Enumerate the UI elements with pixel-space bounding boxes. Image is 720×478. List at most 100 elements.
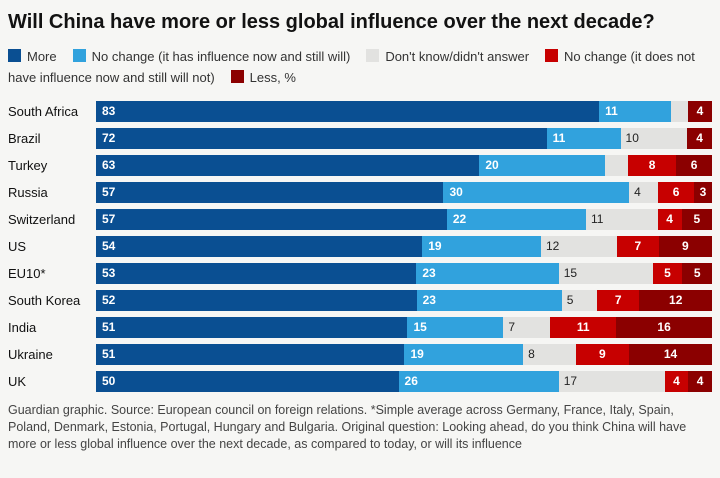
bar-segment-less: 5 bbox=[682, 262, 712, 284]
segment-value: 7 bbox=[634, 239, 642, 254]
bar-segment-not: 5 bbox=[652, 262, 683, 284]
country-label: Russia bbox=[8, 184, 48, 200]
legend-item-less: Less, % bbox=[230, 70, 296, 86]
segment-value: 7 bbox=[614, 293, 622, 308]
bar-segment-less: 4 bbox=[688, 100, 712, 122]
bar-segment-dk: 7 bbox=[503, 316, 551, 338]
legend-swatch-not bbox=[545, 49, 559, 62]
bar-segment-more: 83 bbox=[96, 100, 600, 122]
legend-item-not: No change (it does not have influence no… bbox=[8, 49, 695, 85]
segment-value: 17 bbox=[563, 374, 578, 389]
stacked-bar: 50 26 17 4 4 bbox=[96, 370, 712, 392]
legend-label: Less, % bbox=[249, 70, 296, 86]
segment-value: 11 bbox=[576, 320, 590, 335]
bar-segment-dk: 4 bbox=[629, 181, 659, 203]
bar-segment-will: 30 bbox=[443, 181, 630, 203]
legend-item-dk: Don't know/didn't answer bbox=[366, 49, 529, 64]
segment-value: 63 bbox=[102, 158, 116, 173]
segment-value: 8 bbox=[648, 158, 656, 173]
bar-segment-less: 6 bbox=[676, 154, 712, 176]
bar-segment-not: 8 bbox=[628, 154, 677, 176]
bar-segment-less: 5 bbox=[681, 208, 712, 230]
stacked-bar: 63 20 8 6 bbox=[96, 154, 712, 176]
stacked-bar: 83 11 4 bbox=[96, 100, 712, 122]
bar-segment-more: 50 bbox=[96, 370, 399, 392]
segment-value: 5 bbox=[693, 266, 701, 281]
segment-value: 20 bbox=[485, 158, 499, 173]
bar-segment-will: 19 bbox=[404, 343, 524, 365]
segment-value: 26 bbox=[404, 374, 418, 389]
segment-value: 12 bbox=[669, 293, 683, 308]
legend-swatch-more bbox=[8, 49, 21, 62]
country-label: South Korea bbox=[8, 292, 81, 308]
chart-row: Switzerland 57 22 11 4 5 bbox=[8, 208, 712, 230]
segment-value: 4 bbox=[634, 185, 641, 200]
chart-row: India 51 15 7 11 16 bbox=[8, 316, 712, 338]
bar-segment-will: 11 bbox=[546, 127, 621, 149]
segment-value: 3 bbox=[699, 185, 707, 200]
segment-value: 6 bbox=[672, 185, 680, 200]
bar-segment-more: 63 bbox=[96, 154, 480, 176]
segment-value: 12 bbox=[545, 239, 560, 254]
bar-segment-less: 4 bbox=[687, 127, 712, 149]
bar-segment-will: 11 bbox=[599, 100, 672, 122]
stacked-bar: 51 15 7 11 16 bbox=[96, 316, 712, 338]
stacked-bar: 57 30 4 6 3 bbox=[96, 181, 712, 203]
segment-value: 53 bbox=[102, 266, 116, 281]
country-label: Switzerland bbox=[8, 211, 76, 227]
chart-row: EU10* 53 23 15 5 5 bbox=[8, 262, 712, 284]
bar-segment-not: 9 bbox=[575, 343, 629, 365]
bar-segment-more: 51 bbox=[96, 343, 405, 365]
country-label: US bbox=[8, 238, 27, 254]
bar-segment-will: 23 bbox=[416, 262, 559, 284]
bar-segment-not: 7 bbox=[597, 289, 640, 311]
chart-row: Brazil 72 11 10 4 bbox=[8, 127, 712, 149]
bar-segment-dk: 12 bbox=[540, 235, 618, 257]
bar-segment-not: 11 bbox=[550, 316, 617, 338]
bar-segment-will: 20 bbox=[479, 154, 606, 176]
stacked-bar: 72 11 10 4 bbox=[96, 127, 712, 149]
bar-segment-dk bbox=[605, 154, 629, 176]
country-label: India bbox=[8, 319, 37, 335]
country-label: Brazil bbox=[8, 130, 41, 146]
segment-value: 11 bbox=[552, 131, 566, 146]
bar-segment-dk: 10 bbox=[620, 127, 688, 149]
bar-segment-not: 7 bbox=[617, 235, 659, 257]
segment-value: 7 bbox=[508, 320, 516, 335]
bar-segment-less: 12 bbox=[639, 289, 712, 311]
segment-value: 15 bbox=[413, 320, 427, 335]
country-label: South Africa bbox=[8, 103, 79, 119]
bar-segment-not: 4 bbox=[657, 208, 682, 230]
legend-label: Don't know/didn't answer bbox=[385, 49, 530, 64]
country-label: UK bbox=[8, 373, 27, 389]
stacked-bar: 52 23 5 7 12 bbox=[96, 289, 712, 311]
legend-swatch-less bbox=[230, 70, 244, 84]
segment-value: 51 bbox=[102, 347, 116, 362]
segment-value: 51 bbox=[102, 320, 116, 335]
chart-row: UK 50 26 17 4 4 bbox=[8, 370, 712, 392]
bar-segment-dk: 5 bbox=[561, 289, 598, 311]
stacked-bar: 51 19 8 9 14 bbox=[96, 343, 713, 365]
segment-value: 8 bbox=[528, 347, 535, 362]
segment-value: 11 bbox=[590, 212, 604, 227]
bar-segment-less: 16 bbox=[616, 316, 712, 338]
segment-value: 52 bbox=[102, 293, 116, 308]
segment-value: 57 bbox=[102, 212, 116, 227]
legend-item-will: No change (it has influence now and stil… bbox=[72, 49, 350, 64]
segment-value: 57 bbox=[102, 185, 116, 200]
segment-value: 16 bbox=[657, 320, 671, 335]
bar-segment-will: 26 bbox=[398, 370, 559, 392]
segment-value: 22 bbox=[452, 212, 467, 227]
bar-segment-more: 72 bbox=[96, 127, 547, 149]
stacked-bar: 57 22 11 4 5 bbox=[96, 208, 712, 230]
segment-value: 9 bbox=[598, 347, 606, 362]
chart-row: Russia 57 30 4 6 3 bbox=[8, 181, 712, 203]
segment-value: 23 bbox=[422, 293, 436, 308]
legend-swatch-dk bbox=[366, 49, 380, 62]
segment-value: 14 bbox=[663, 347, 678, 362]
chart-row: Ukraine 51 19 8 9 14 bbox=[8, 343, 713, 365]
bar-segment-will: 15 bbox=[407, 316, 504, 338]
legend-label: No change (it does not have influence no… bbox=[8, 49, 695, 86]
bar-segment-more: 52 bbox=[96, 289, 417, 311]
segment-value: 11 bbox=[605, 104, 618, 119]
